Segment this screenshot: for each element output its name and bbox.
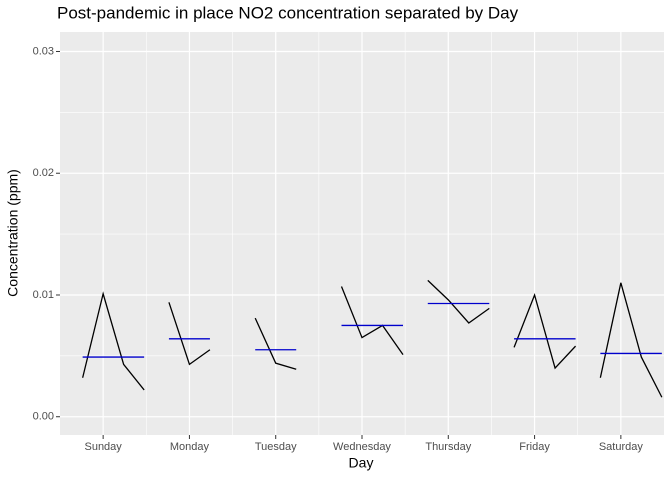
day-line bbox=[513, 292, 577, 370]
x-tick-label: Sunday bbox=[84, 441, 122, 453]
x-tick-label: Tuesday bbox=[255, 441, 297, 453]
x-tick-label: Saturday bbox=[599, 441, 644, 453]
day-line bbox=[340, 286, 404, 356]
x-tick-label: Monday bbox=[170, 441, 210, 453]
grid bbox=[60, 32, 664, 435]
y-tick-label: 0.03 bbox=[33, 45, 54, 57]
y-tick-label: 0.01 bbox=[33, 289, 54, 301]
marks bbox=[82, 279, 663, 398]
day-line bbox=[427, 279, 490, 324]
y-tick-label: 0.02 bbox=[33, 167, 54, 179]
x-axis-title: Day bbox=[349, 455, 374, 471]
y-tick-label: 0.00 bbox=[33, 411, 54, 423]
x-tick-label: Thursday bbox=[425, 441, 471, 453]
x-tick-label: Wednesday bbox=[333, 441, 391, 453]
day-line bbox=[168, 302, 211, 366]
day-line bbox=[599, 282, 663, 398]
day-line bbox=[254, 317, 297, 370]
day-line bbox=[82, 291, 145, 391]
x-tick-label: Friday bbox=[519, 441, 550, 453]
y-axis-title: Concentration (ppm) bbox=[5, 169, 21, 297]
chart-title: Post-pandemic in place NO2 concentration… bbox=[57, 3, 519, 22]
